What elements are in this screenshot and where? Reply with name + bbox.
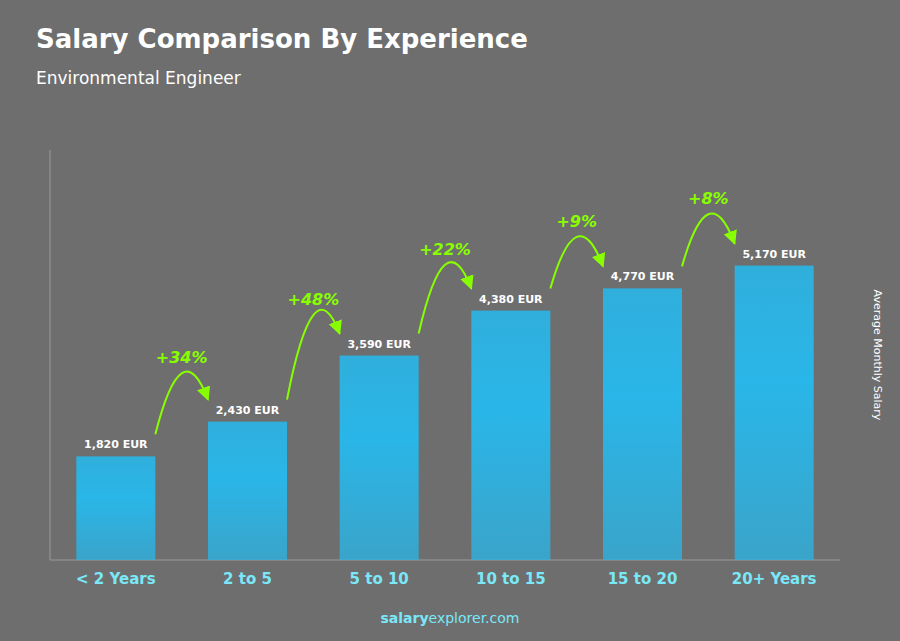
x-tick-label: 5 to 10 (350, 570, 409, 588)
bar (471, 311, 550, 560)
change-arrow (550, 236, 603, 288)
subtitle: Environmental Engineer (36, 68, 241, 88)
data-label: 4,770 EUR (611, 270, 675, 283)
x-tick-label: < 2 Years (76, 570, 156, 588)
data-label: 5,170 EUR (742, 248, 806, 261)
annotation: +22% (419, 240, 471, 259)
watermark: salaryexplorer.com (381, 610, 520, 626)
watermark-bold: salary (381, 610, 429, 626)
change-arrow (682, 213, 735, 266)
annotation: +8% (688, 189, 729, 208)
bar (603, 288, 682, 560)
bar (76, 456, 155, 560)
change-arrow (287, 310, 340, 400)
annotation: +48% (287, 290, 339, 309)
x-axis-line (50, 560, 840, 561)
annotation: +9% (556, 212, 597, 231)
data-label: 4,380 EUR (479, 293, 543, 306)
watermark-regular: explorer.com (429, 610, 520, 626)
background (0, 0, 900, 641)
x-tick-label: 20+ Years (732, 570, 817, 588)
x-tick-label: 2 to 5 (223, 570, 272, 588)
data-label: 3,590 EUR (347, 338, 411, 351)
y-axis-line (50, 150, 51, 560)
bar (735, 266, 814, 560)
title: Salary Comparison By Experience (36, 24, 528, 54)
x-tick-label: 10 to 15 (476, 570, 546, 588)
x-tick-label: 15 to 20 (608, 570, 678, 588)
change-arrow (155, 372, 208, 435)
data-label: 1,820 EUR (84, 438, 148, 451)
change-arrow (419, 262, 472, 333)
data-label: 2,430 EUR (216, 404, 280, 417)
annotation: +34% (156, 348, 208, 367)
bars (76, 266, 813, 560)
chart: Salary Comparison By Experience Environme… (0, 0, 900, 641)
axis-label: Average Monthly Salary (871, 290, 884, 421)
bar (208, 422, 287, 560)
bar (340, 356, 419, 560)
